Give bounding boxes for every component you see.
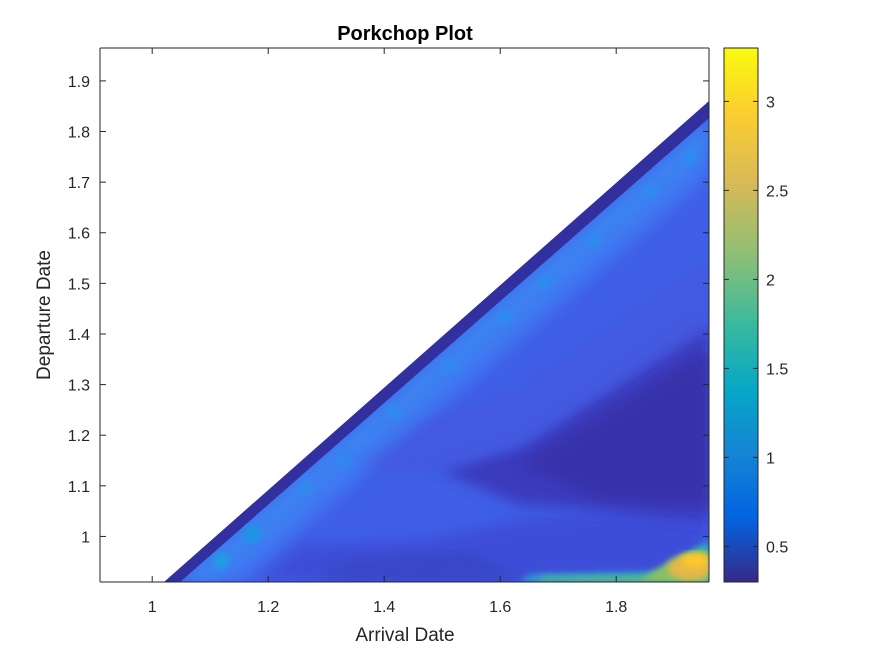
y-tick-label: 1.2 <box>68 428 90 445</box>
y-tick-label: 1.3 <box>68 378 90 395</box>
x-tick-label: 1.2 <box>257 599 279 616</box>
colorbar: 0.5 1 1.5 2 2.5 3 <box>723 47 788 583</box>
y-tick-label: 1.1 <box>68 479 90 496</box>
y-tick-label: 1.4 <box>68 327 90 344</box>
contour-fill <box>164 101 709 582</box>
high-value-region <box>520 540 709 582</box>
colorbar-tick-label: 2 <box>766 272 775 289</box>
axes-box <box>99 47 710 583</box>
colorbar-tick-label: 1.5 <box>766 361 788 378</box>
y-axis-ticks: 1 1.1 1.2 1.3 1.4 1.5 1.6 1.7 1.8 1.9 <box>68 74 709 546</box>
x-tick-label: 1.4 <box>373 599 395 616</box>
colorbar-gradient <box>724 48 758 582</box>
diagonal-highlights <box>213 150 697 569</box>
y-tick-label: 1.8 <box>68 125 90 142</box>
y-tick-label: 1.9 <box>68 74 90 91</box>
colorbar-tick-label: 2.5 <box>766 183 788 200</box>
colorbar-tick-label: 3 <box>766 94 775 111</box>
y-tick-label: 1.5 <box>68 276 90 293</box>
y-tick-label: 1 <box>81 529 90 546</box>
x-tick-label: 1.6 <box>489 599 511 616</box>
colorbar-tick-label: 0.5 <box>766 539 788 556</box>
x-axis-ticks: 1 1.2 1.4 1.6 1.8 <box>148 48 627 616</box>
y-tick-label: 1.6 <box>68 226 90 243</box>
colorbar-tick-label: 1 <box>766 450 775 467</box>
colorbar-frame <box>723 47 759 583</box>
y-axis-label: Departure Date <box>34 250 55 380</box>
y-tick-label: 1.7 <box>68 175 90 192</box>
boundary-rim <box>164 101 709 582</box>
x-tick-label: 1 <box>148 599 157 616</box>
x-axis-label: Arrival Date <box>355 625 454 646</box>
chart-title: Porkchop Plot <box>337 23 473 45</box>
x-tick-label: 1.8 <box>605 599 627 616</box>
colorbar-ticks: 0.5 1 1.5 2 2.5 3 <box>724 94 788 556</box>
